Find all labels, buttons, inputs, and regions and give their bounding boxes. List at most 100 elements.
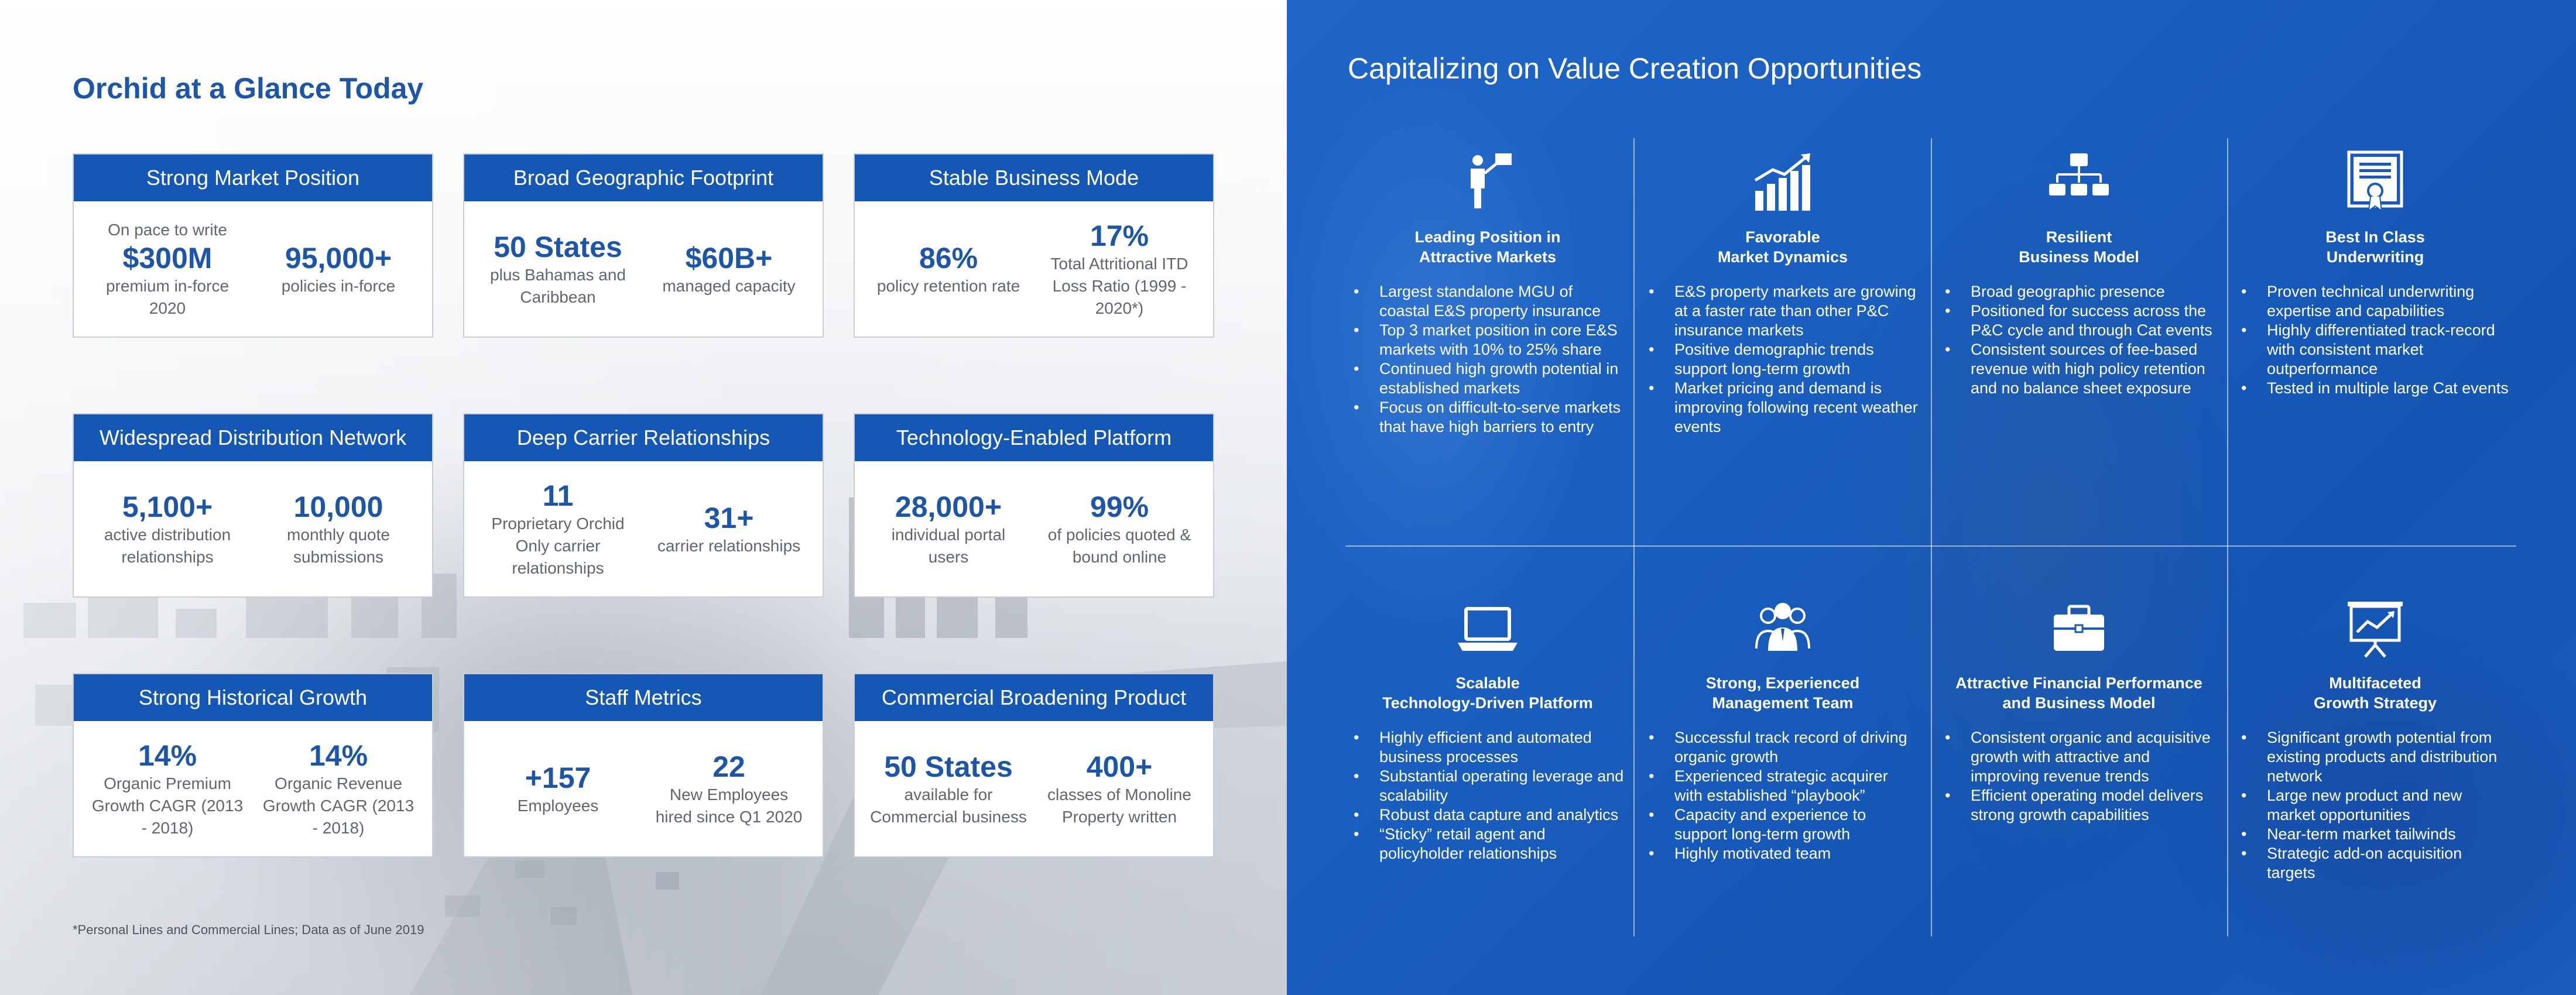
bullet-item: Efficient operating model delivers stron…	[1945, 786, 2217, 825]
opportunity-best-in-class-underwriting: Best In Class Underwriting Proven technic…	[2238, 150, 2513, 398]
stat-label: policy retention rate	[876, 276, 1020, 295]
footnote: *Personal Lines and Commercial Lines; Da…	[73, 922, 424, 937]
bullet-item: Highly motivated team	[1649, 844, 1920, 863]
opportunity-bullets: E&S property markets are growing at a fa…	[1645, 282, 1920, 437]
stat-label: Employees	[517, 796, 599, 815]
bullet-item: Consistent sources of fee-based revenue …	[1945, 340, 2217, 398]
opportunity-title-line: Underwriting	[2326, 248, 2424, 266]
stat-revenue-cagr: 14% Organic Revenue Growth CAGR (2013 - …	[260, 739, 417, 839]
presentation-board-icon	[2348, 602, 2403, 658]
stat-value: $300M	[122, 241, 213, 275]
bullet-item: Proven technical underwriting expertise …	[2241, 282, 2513, 321]
stat-value: 28,000+	[895, 490, 1002, 523]
opportunity-bullets: Highly efficient and automated business …	[1350, 728, 1625, 863]
stat-label: available for Commercial business	[870, 785, 1027, 826]
card-title: Commercial Broadening Product	[855, 674, 1213, 721]
bullet-item: Broad geographic presence	[1945, 282, 2217, 301]
briefcase-icon	[2054, 605, 2104, 651]
bullet-item: Highly efficient and automated business …	[1354, 728, 1625, 767]
stat-portal-users: 28,000+ individual portal users	[870, 490, 1027, 568]
stat-employees: +157 Employees	[479, 761, 637, 817]
stat-label: premium in-force 2020	[105, 276, 229, 317]
stat-label: Proprietary Orchid Only carrier relation…	[491, 514, 625, 577]
stat-value: 95,000+	[285, 241, 392, 275]
bullet-item: Largest standalone MGU of coastal E&S pr…	[1354, 282, 1625, 321]
card-technology-enabled-platform: Technology-Enabled Platform 28,000+ indi…	[854, 413, 1214, 598]
stat-value: 17%	[1090, 219, 1149, 252]
stat-value: 86%	[919, 241, 978, 275]
bullet-item: Positive demographic trends support long…	[1649, 340, 1920, 379]
stat-new-employees: 22 New Employees hired since Q1 2020	[650, 750, 808, 828]
stat-capacity: $60B+ managed capacity	[650, 241, 808, 297]
card-deep-carrier-relationships: Deep Carrier Relationships 11 Proprietar…	[463, 413, 824, 598]
stat-label: Organic Revenue Growth CAGR (2013 - 2018…	[262, 774, 415, 837]
card-title: Technology-Enabled Platform	[855, 414, 1213, 461]
stat-premium-cagr: 14% Organic Premium Growth CAGR (2013 - …	[89, 739, 246, 839]
card-title: Strong Historical Growth	[74, 674, 432, 721]
opportunity-management-team: Strong, Experienced Management Team Succe…	[1645, 596, 1920, 863]
card-title: Stable Business Mode	[855, 155, 1213, 201]
opportunity-bullets: Consistent organic and acquisitive growt…	[1941, 728, 2217, 825]
opportunity-scalable-technology: Scalable Technology-Driven Platform Highl…	[1350, 596, 1625, 863]
opportunity-bullets: Largest standalone MGU of coastal E&S pr…	[1350, 282, 1625, 437]
opportunity-title-line: Best In Class	[2325, 228, 2425, 246]
opportunity-title-line: Market Dynamics	[1717, 248, 1848, 266]
bullet-item: Strategic add-on acquisition targets	[2241, 844, 2513, 883]
stat-proprietary-carriers: 11 Proprietary Orchid Only carrier relat…	[479, 479, 637, 579]
stat-value: 22	[712, 750, 745, 783]
stat-premium: On pace to write $300M premium in-force …	[89, 219, 246, 320]
stat-value: $60B+	[685, 241, 773, 275]
opportunity-leading-position: Leading Position in Attractive Markets La…	[1350, 150, 1625, 437]
bullet-item: Highly differentiated track-record with …	[2241, 321, 2513, 379]
card-strong-historical-growth: Strong Historical Growth 14% Organic Pre…	[73, 673, 433, 857]
stat-label: classes of Monoline Property written	[1047, 785, 1191, 826]
stat-states: 50 States plus Bahamas and Caribbean	[479, 230, 637, 308]
stat-label: individual portal users	[891, 525, 1006, 566]
stat-distribution: 5,100+ active distribution relationships	[89, 490, 246, 568]
stat-monoline-classes: 400+ classes of Monoline Property writte…	[1041, 750, 1198, 828]
certificate-icon	[2347, 150, 2403, 212]
opportunity-title-line: Business Model	[2019, 248, 2139, 266]
bullet-item: Tested in multiple large Cat events	[2241, 379, 2513, 398]
laptop-icon	[1458, 607, 1517, 651]
stat-label: monthly quote submissions	[287, 525, 390, 566]
value-creation-title: Capitalizing on Value Creation Opportuni…	[1348, 52, 1922, 85]
card-title: Broad Geographic Footprint	[464, 155, 823, 201]
bullet-item: Near-term market tailwinds	[2241, 825, 2513, 844]
stat-label: managed capacity	[662, 276, 796, 295]
card-title: Strong Market Position	[74, 155, 432, 201]
stat-prefix: On pace to write	[108, 220, 227, 239]
stat-label: Organic Premium Growth CAGR (2013 - 2018…	[91, 774, 244, 837]
bullet-item: Focus on difficult-to-serve markets that…	[1354, 398, 1625, 437]
stat-label: New Employees hired since Q1 2020	[655, 785, 803, 826]
opportunity-bullets: Successful track record of driving organ…	[1645, 728, 1920, 863]
bullet-item: Positioned for success across the P&C cy…	[1945, 301, 2217, 340]
opportunity-title-line: Technology-Driven Platform	[1382, 694, 1593, 712]
grid-divider	[2227, 138, 2228, 936]
bullet-item: E&S property markets are growing at a fa…	[1649, 282, 1920, 340]
stat-value: +157	[525, 761, 591, 794]
stat-retention: 86% policy retention rate	[870, 241, 1027, 297]
opportunity-title-line: Attractive Markets	[1419, 248, 1557, 266]
stat-value: 14%	[138, 739, 197, 772]
stat-value: 14%	[309, 739, 368, 772]
bullet-item: Large new product and new market opportu…	[2241, 786, 2513, 825]
card-broad-geographic-footprint: Broad Geographic Footprint 50 States plu…	[463, 153, 824, 338]
stat-value: 50 States	[884, 750, 1013, 783]
opportunity-title-line: Favorable	[1745, 228, 1820, 246]
stat-value: 99%	[1090, 490, 1149, 523]
card-title: Deep Carrier Relationships	[464, 414, 823, 461]
bullet-item: Significant growth potential from existi…	[2241, 728, 2513, 786]
stat-commercial-states: 50 States available for Commercial busin…	[870, 750, 1027, 828]
stat-value: 11	[542, 479, 574, 512]
stat-label: Total Attritional ITD Loss Ratio (1999 -…	[1050, 254, 1188, 317]
stat-online-policies: 99% of policies quoted & bound online	[1041, 490, 1198, 568]
bullet-item: Continued high growth potential in estab…	[1354, 359, 1625, 398]
bullet-item: Top 3 market position in core E&S market…	[1354, 321, 1625, 359]
card-widespread-distribution-network: Widespread Distribution Network 5,100+ a…	[73, 413, 433, 598]
grid-divider	[1345, 545, 2516, 547]
bullet-item: Market pricing and demand is improving f…	[1649, 379, 1920, 437]
card-title: Widespread Distribution Network	[74, 414, 432, 461]
opportunity-resilient-business: Resilient Business Model Broad geographic…	[1941, 150, 2217, 398]
stat-carrier-relationships: 31+ carrier relationships	[650, 501, 808, 557]
